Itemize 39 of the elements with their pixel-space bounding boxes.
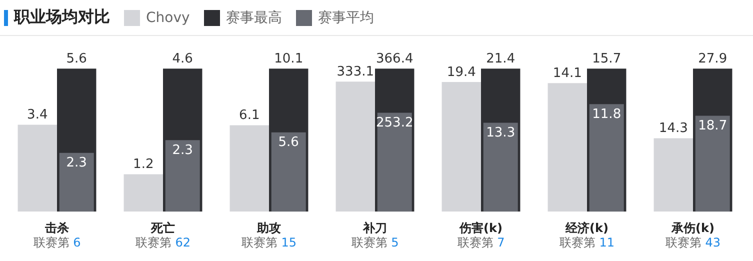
data-label: 366.4 — [376, 51, 414, 66]
data-label: 15.7 — [592, 51, 622, 66]
data-label: 10.1 — [274, 51, 304, 66]
data-label: 14.1 — [552, 66, 582, 82]
x-tick-label: 伤害(k) — [458, 220, 502, 235]
data-label: 18.7 — [698, 118, 728, 134]
x-tick-label: 死亡 — [150, 220, 175, 235]
text: 联赛第 43 — [665, 236, 721, 250]
data-label: 6.1 — [239, 108, 260, 124]
data-label: 2.3 — [66, 156, 87, 171]
text: 联赛第 5 — [351, 236, 399, 250]
x-tick-label: 击杀 — [44, 220, 69, 235]
x-tick-label: 助攻 — [256, 220, 281, 235]
data-label: 2.3 — [172, 142, 193, 158]
text: 联赛第 11 — [559, 236, 615, 250]
data-label: 13.3 — [486, 126, 516, 141]
legend-label: 赛事平均 — [318, 8, 374, 26]
data-label: 253.2 — [376, 116, 414, 131]
legend-label: Chovy — [146, 10, 190, 26]
text: 联赛第 62 — [135, 236, 191, 250]
data-label: 1.2 — [133, 157, 154, 172]
text: 联赛第 6 — [33, 236, 81, 250]
data-label: 3.4 — [27, 108, 48, 123]
x-tick-label: 补刀 — [362, 220, 387, 235]
x-tick-label: 承伤(k) — [670, 220, 714, 235]
chart-title: 职业场均对比 — [14, 7, 110, 28]
data-label: 21.4 — [486, 51, 516, 66]
data-label: 27.9 — [698, 51, 728, 66]
text: 联赛第 15 — [241, 236, 297, 250]
x-tick-label: 经济(k) — [564, 220, 608, 235]
legend-label: 赛事最高 — [226, 8, 282, 26]
data-label: 333.1 — [336, 64, 374, 80]
data-label: 19.4 — [446, 64, 476, 80]
data-label: 11.8 — [592, 106, 622, 122]
data-label: 5.6 — [66, 51, 87, 66]
text: 联赛第 7 — [457, 236, 505, 250]
data-label: 14.3 — [658, 121, 688, 136]
data-label: 5.6 — [278, 135, 299, 150]
data-label: 4.6 — [172, 51, 193, 66]
